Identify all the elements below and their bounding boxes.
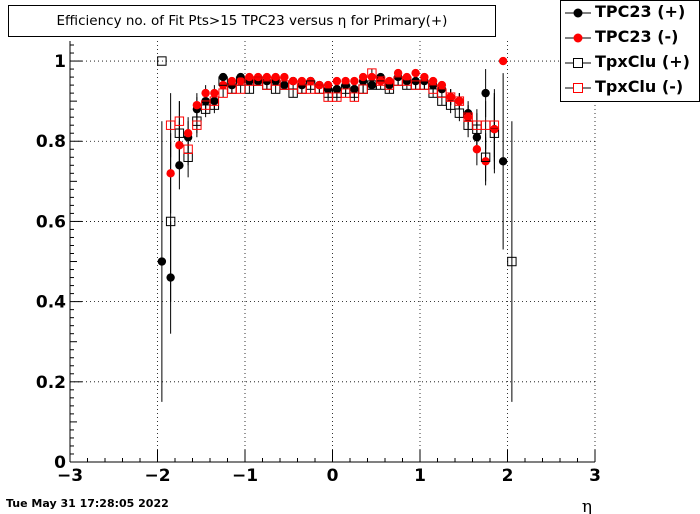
data-point [349, 92, 360, 102]
data-point [323, 80, 333, 90]
data-point [183, 144, 193, 154]
legend-entry-tpxclu-plus: TpxClu (+) [561, 51, 699, 75]
data-point [201, 88, 210, 98]
data-point [393, 68, 403, 78]
legend-marker-filled-black [565, 8, 591, 18]
data-point [446, 92, 455, 102]
y-tick-label: 0.8 [36, 132, 66, 152]
data-point [192, 120, 202, 130]
data-point [367, 80, 377, 90]
data-point [498, 157, 508, 166]
data-point [358, 84, 368, 94]
data-point [297, 76, 307, 86]
data-point [472, 133, 482, 142]
x-tick-label: −2 [144, 466, 170, 486]
x-axis-label: η [582, 497, 592, 514]
y-tick-label: 1 [54, 52, 66, 72]
axes [69, 41, 596, 463]
data-point [280, 72, 289, 82]
data-point [350, 76, 359, 86]
legend-entry-tpc23-plus: TPC23 (+) [561, 1, 699, 25]
data-point [192, 100, 202, 110]
data-point [235, 84, 246, 94]
data-point [472, 145, 482, 154]
error-bars [161, 69, 513, 402]
data-point [218, 76, 228, 86]
data-point [175, 161, 184, 170]
data-point [332, 76, 342, 86]
data-point [454, 96, 465, 106]
legend-marker-open-red [565, 83, 591, 93]
timestamp: Tue May 31 17:28:05 2022 [6, 497, 169, 510]
x-tick-label: 3 [589, 466, 601, 486]
x-tick-label: −3 [57, 466, 83, 486]
data-point [480, 152, 491, 162]
legend-label: TPC23 (+) [595, 2, 686, 21]
data-point [165, 216, 176, 227]
y-tick-label: 0.4 [36, 293, 66, 313]
data-point [489, 120, 500, 130]
data-point [341, 76, 350, 86]
data-point [428, 76, 438, 86]
data-point [358, 72, 368, 82]
legend-marker-open-black [565, 58, 591, 68]
data-point [420, 72, 429, 82]
data-point [227, 76, 237, 86]
data-point [174, 128, 185, 138]
x-tick-label: 0 [327, 466, 339, 486]
data-point [507, 256, 517, 267]
data-point [174, 116, 185, 126]
data-point [437, 80, 447, 90]
data-point [463, 112, 473, 122]
data-point [210, 88, 219, 98]
legend-entry-tpxclu-minus: TpxClu (-) [561, 76, 699, 100]
data-point [183, 129, 193, 138]
y-tick-label: 0 [54, 453, 66, 473]
y-tick-label: 0.6 [36, 212, 66, 232]
legend-label: TPC23 (-) [595, 27, 679, 46]
x-tick-label: 2 [502, 466, 514, 486]
data-point [166, 273, 175, 282]
grid [69, 41, 596, 463]
data-point [262, 72, 272, 82]
y-tick-label: 0.2 [36, 373, 66, 393]
chart-title-box: Efficiency no. of Fit Pts>15 TPC23 versu… [8, 5, 496, 37]
data-point [498, 56, 508, 66]
data-point [209, 96, 220, 106]
data-point [481, 88, 490, 98]
data-point [367, 68, 377, 78]
legend-entry-tpc23-minus: TPC23 (-) [561, 26, 699, 50]
data-point [455, 96, 464, 106]
data-markers [157, 56, 517, 282]
x-tick-label: 1 [414, 466, 426, 486]
legend: TPC23 (+) TPC23 (-) TpxClu (+) TpxClu (-… [560, 0, 700, 102]
data-point [166, 169, 175, 178]
x-tick-label: −1 [232, 466, 258, 486]
data-point [175, 141, 184, 150]
data-point [236, 76, 245, 86]
data-point [314, 84, 325, 94]
legend-label: TpxClu (+) [595, 52, 690, 71]
chart-title: Efficiency no. of Fit Pts>15 TPC23 versu… [56, 13, 448, 29]
tick-labels: −3 −2 −1 0 1 2 3 0 0.2 0.4 0.6 0.8 1 η [36, 52, 601, 514]
data-point [280, 80, 289, 90]
data-point [411, 68, 420, 78]
data-point [157, 56, 167, 66]
legend-label: TpxClu (-) [595, 77, 684, 96]
data-point [463, 112, 473, 122]
data-point [157, 257, 167, 266]
legend-marker-filled-red [565, 33, 591, 43]
